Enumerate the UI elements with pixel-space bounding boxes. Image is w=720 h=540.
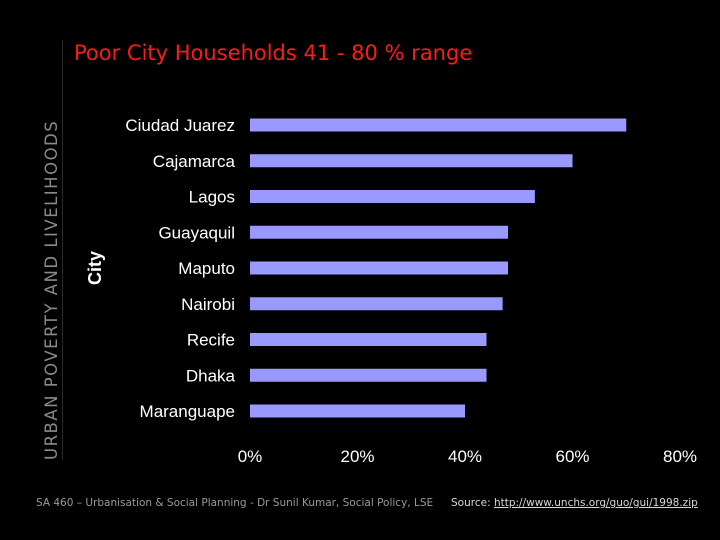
category-label: Maputo (178, 259, 235, 278)
footer-course-text: SA 460 – Urbanisation & Social Planning … (36, 497, 434, 509)
bar-maranguape (250, 404, 465, 418)
x-tick-label: 20% (340, 447, 374, 466)
source-link[interactable]: http://www.unchs.org/guo/gui/1998.zip (493, 497, 698, 509)
category-label: Maranguape (140, 402, 235, 421)
category-label: Dhaka (186, 366, 236, 385)
bar-nairobi (250, 297, 503, 311)
x-tick-label: 80% (663, 447, 697, 466)
bar-guayaquil (250, 225, 508, 239)
x-tick-label: 60% (555, 447, 589, 466)
category-labels: Ciudad Juarez Cajamarca Lagos Guayaquil Mapu… (125, 116, 235, 421)
bar-recife (250, 333, 487, 346)
category-label: Ciudad Juarez (125, 116, 235, 135)
category-label: Lagos (189, 188, 235, 207)
y-axis-label: City (85, 251, 105, 285)
bar-lagos (250, 190, 535, 203)
bar-maputo (250, 261, 508, 275)
tick-labels: 0% 20% 40% 60% 80% (238, 447, 697, 466)
category-label: Recife (187, 331, 235, 350)
slide-title: Poor City Households 41 - 80 % range (74, 41, 473, 65)
bar-ciudad-juarez (250, 118, 627, 132)
x-tick-label: 0% (238, 447, 263, 466)
bars-group (250, 118, 627, 418)
bar-dhaka (250, 368, 487, 382)
footer-source: Source: http://www.unchs.org/guo/gui/199… (451, 497, 698, 509)
divider-line (62, 40, 63, 460)
category-label: Cajamarca (153, 152, 236, 171)
category-label: Nairobi (181, 295, 235, 314)
bar-cajamarca (250, 154, 573, 168)
source-label: Source: (451, 497, 491, 509)
category-label: Guayaquil (158, 223, 235, 242)
bar-chart: City Ciudad Juarez Cajamarca Lagos Guayaqui… (85, 116, 697, 466)
x-tick-label: 40% (448, 447, 482, 466)
